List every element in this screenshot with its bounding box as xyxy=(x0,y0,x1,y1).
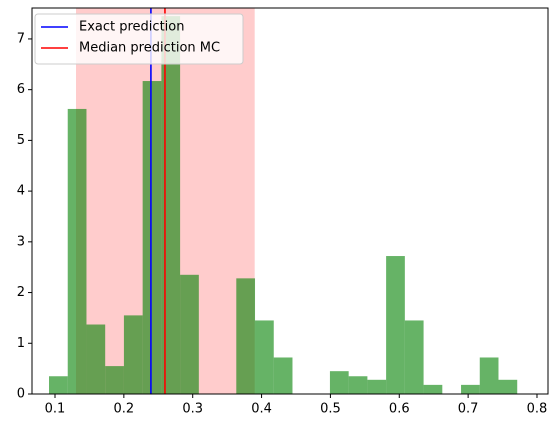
legend-label: Median prediction MC xyxy=(79,41,220,56)
y-tick-label: 0 xyxy=(17,387,25,402)
y-tick-label: 6 xyxy=(17,82,25,97)
bar xyxy=(67,108,87,395)
y-tick-label: 3 xyxy=(17,234,25,249)
legend-box xyxy=(34,13,244,65)
bar xyxy=(123,315,143,394)
bar xyxy=(386,256,405,394)
x-tick-label: 0.6 xyxy=(389,402,410,417)
x-tick-label: 0.5 xyxy=(320,402,341,417)
x-tick-label: 0.1 xyxy=(45,402,66,417)
x-tick-label: 0.7 xyxy=(458,402,479,417)
bar xyxy=(236,278,256,394)
bar xyxy=(161,16,181,395)
y-tick-label: 7 xyxy=(17,31,25,46)
bar xyxy=(273,357,293,394)
x-tick-label: 0.8 xyxy=(527,402,548,417)
bar xyxy=(86,324,106,394)
bar xyxy=(142,81,162,394)
bar xyxy=(367,379,387,394)
bar xyxy=(498,379,518,394)
bar xyxy=(461,384,480,394)
y-tick-label: 5 xyxy=(17,133,25,148)
bar xyxy=(479,357,499,394)
x-tick-label: 0.4 xyxy=(251,402,272,417)
bar xyxy=(404,320,424,394)
legend-label: Exact prediction xyxy=(79,20,184,35)
y-tick-label: 2 xyxy=(17,285,25,300)
bar xyxy=(255,320,274,394)
bar xyxy=(49,376,68,394)
y-tick-label: 4 xyxy=(17,184,25,199)
x-tick-label: 0.3 xyxy=(182,402,203,417)
bar xyxy=(348,376,368,394)
bar xyxy=(180,274,199,394)
y-tick-label: 1 xyxy=(17,336,25,351)
bar xyxy=(105,366,124,394)
x-tick-label: 0.2 xyxy=(114,402,135,417)
axes-frame xyxy=(31,7,549,395)
bar xyxy=(423,384,443,394)
bar xyxy=(329,371,349,394)
